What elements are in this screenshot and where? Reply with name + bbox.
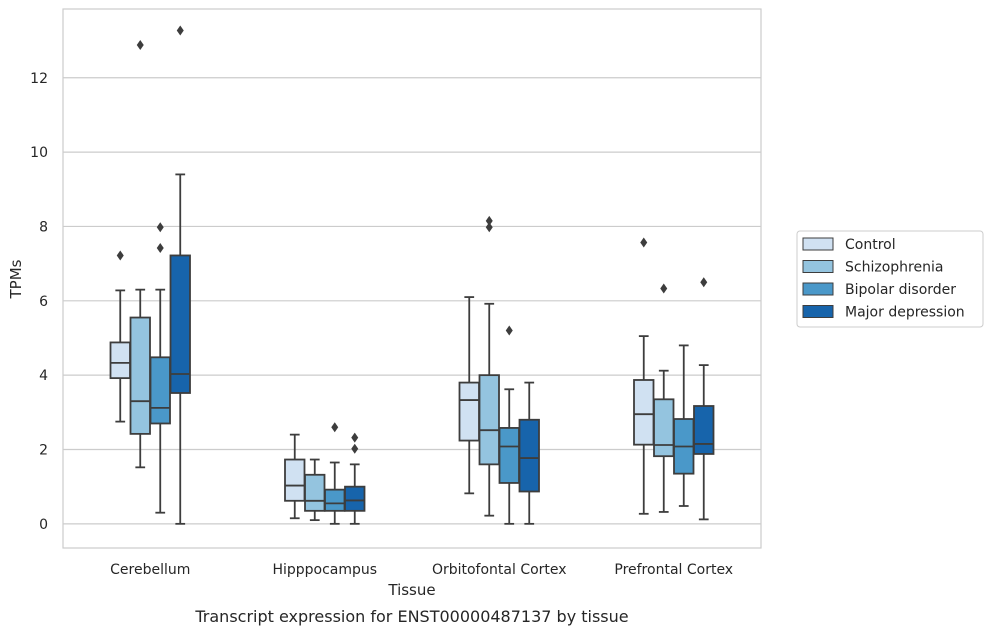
box-group xyxy=(458,296,480,495)
legend-label: Bipolar disorder xyxy=(845,282,956,298)
y-axis: 0 2 4 6 8 10 12 xyxy=(30,71,48,533)
x-tick-label: Cerebellum xyxy=(110,562,190,578)
box-group xyxy=(324,422,346,525)
outlier-marker xyxy=(116,250,124,261)
box-group xyxy=(478,215,500,517)
box xyxy=(498,427,520,484)
outlier-marker xyxy=(485,222,493,233)
legend-label: Control xyxy=(845,237,896,253)
outlier-marker xyxy=(485,215,493,226)
legend-swatch xyxy=(802,237,834,251)
box xyxy=(478,374,500,466)
box xyxy=(284,458,306,502)
box-group xyxy=(129,40,151,469)
y-tick-label: 6 xyxy=(39,294,48,310)
box xyxy=(693,405,715,455)
x-tick-label: Orbitofontal Cortex xyxy=(432,562,567,578)
legend-label: Schizophrenia xyxy=(845,260,943,276)
box-group xyxy=(518,381,540,525)
box xyxy=(129,316,151,435)
boxes xyxy=(109,25,715,525)
box xyxy=(458,381,480,442)
box-group xyxy=(149,222,171,514)
box xyxy=(304,473,326,512)
box-group xyxy=(284,433,306,520)
legend: Control Schizophrenia Bipolar disorder Majo… xyxy=(796,230,984,328)
outlier-marker xyxy=(156,222,164,233)
box-group xyxy=(344,432,366,525)
outlier-marker xyxy=(136,40,144,51)
y-tick-label: 12 xyxy=(30,71,48,87)
y-axis-label: TPMs xyxy=(7,259,25,299)
legend-label: Major depression xyxy=(845,305,965,321)
x-axis-label: Tissue xyxy=(387,581,435,599)
box xyxy=(169,254,191,394)
box-group xyxy=(498,325,520,525)
legend-swatch xyxy=(802,305,834,318)
box xyxy=(149,356,171,425)
y-tick-label: 0 xyxy=(39,517,48,533)
plot-frame xyxy=(62,8,762,549)
box xyxy=(109,341,131,380)
box xyxy=(633,379,655,446)
box xyxy=(344,485,366,512)
box-group xyxy=(693,277,715,521)
y-tick-label: 2 xyxy=(39,442,48,458)
outlier-marker xyxy=(640,237,648,248)
outlier-marker xyxy=(331,422,339,433)
box-group xyxy=(304,458,326,522)
outlier-marker xyxy=(351,443,359,454)
box-group xyxy=(169,25,191,525)
box xyxy=(518,418,540,493)
legend-swatch xyxy=(802,282,834,296)
chart-caption: Transcript expression for ENST0000048713… xyxy=(194,607,628,626)
x-axis: Cerebellum Hipppocampus Orbitofontal Corte… xyxy=(110,562,733,578)
outlier-marker xyxy=(505,325,513,336)
box xyxy=(653,398,675,458)
y-tick-label: 10 xyxy=(30,145,48,161)
box-group xyxy=(109,250,131,423)
y-tick-label: 8 xyxy=(39,219,48,235)
x-tick-label: Prefrontal Cortex xyxy=(614,562,733,578)
box-group xyxy=(673,344,695,507)
legend-frame xyxy=(796,230,984,328)
x-tick-label: Hipppocampus xyxy=(272,562,377,578)
outlier-marker xyxy=(660,283,668,294)
outlier-marker xyxy=(156,243,164,254)
legend-swatch xyxy=(802,260,834,273)
outlier-marker xyxy=(351,432,359,443)
box xyxy=(324,488,346,512)
outlier-marker xyxy=(700,277,708,288)
y-tick-label: 4 xyxy=(39,368,48,384)
outlier-marker xyxy=(176,25,184,36)
box-group xyxy=(653,283,675,513)
